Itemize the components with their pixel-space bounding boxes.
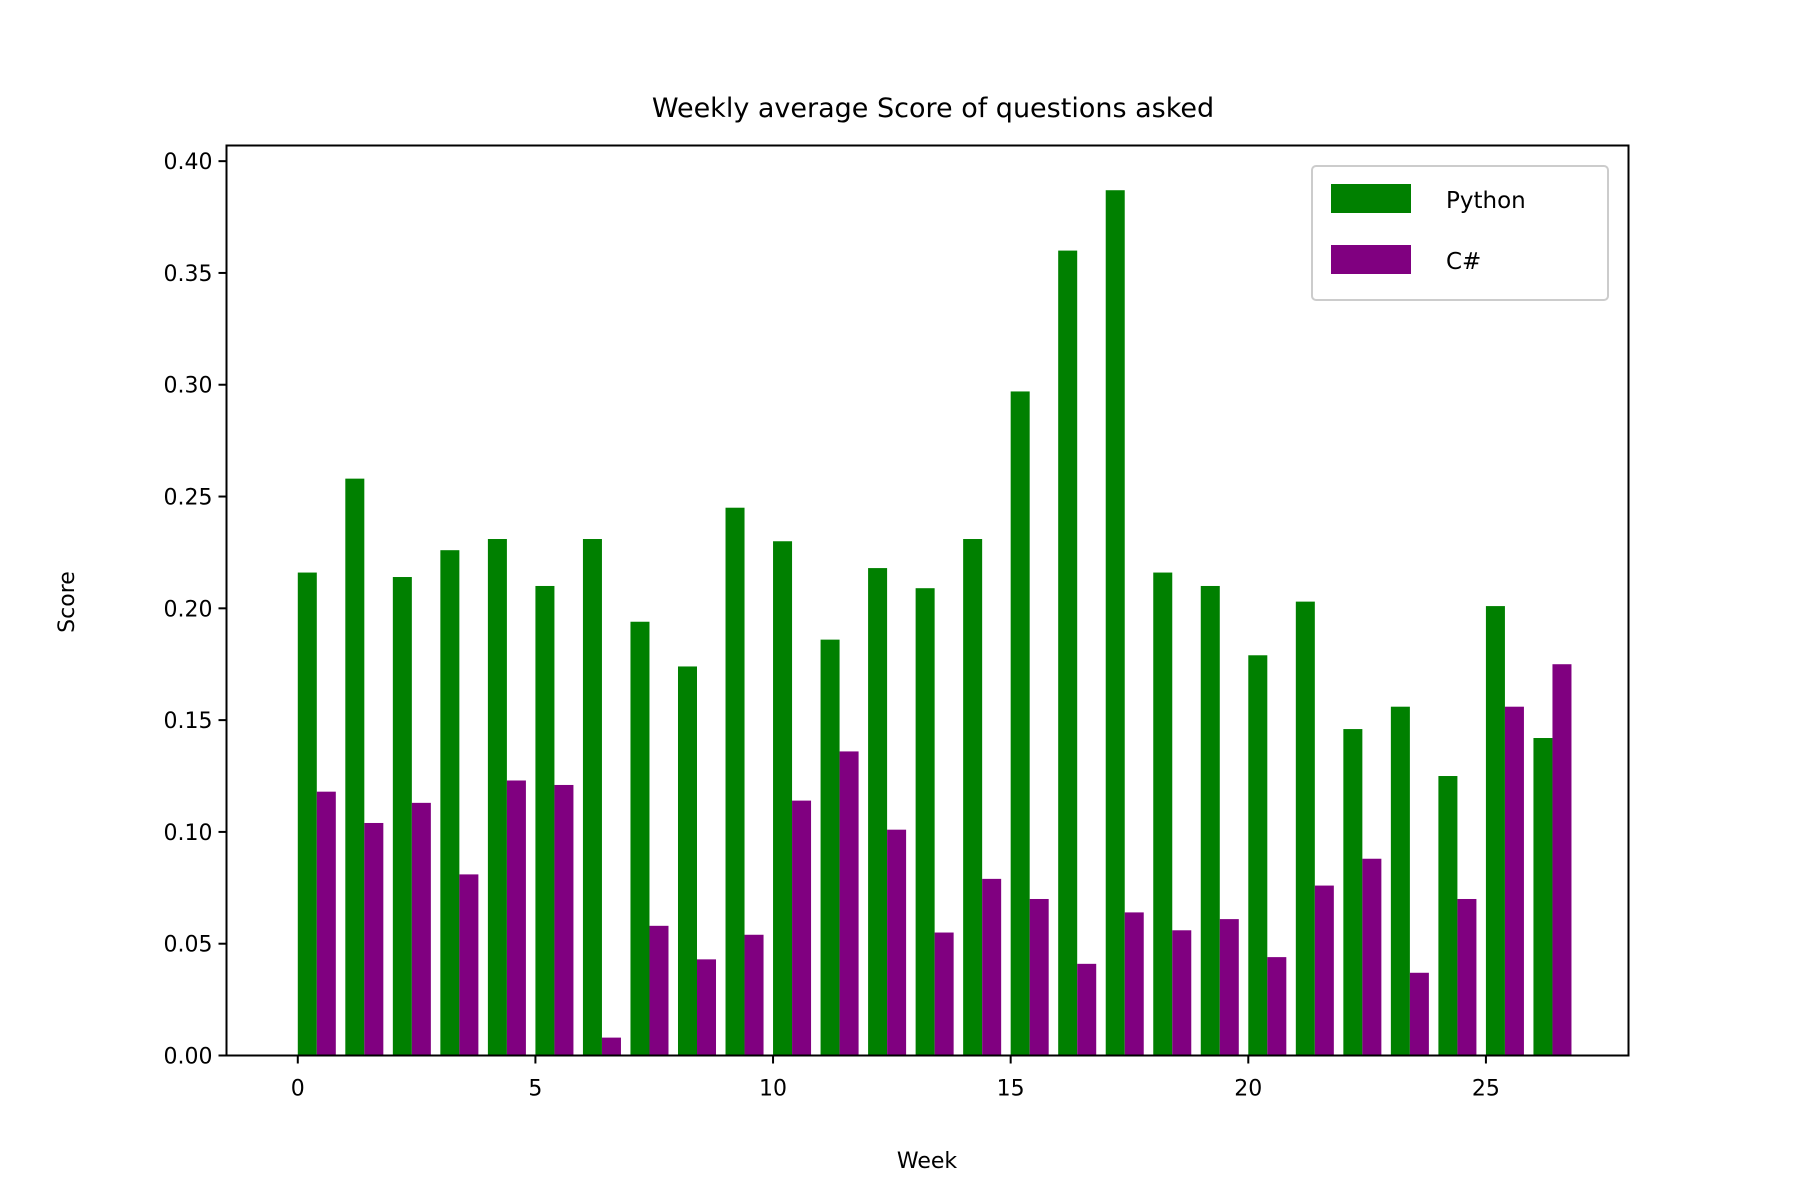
bar-csharp-week-19 <box>1219 919 1239 1056</box>
bar-python-week-16 <box>1058 250 1078 1056</box>
legend-swatch-csharp <box>1331 245 1411 274</box>
y-axis-label: Score <box>55 571 80 633</box>
bar-csharp-week-11 <box>839 751 859 1056</box>
bar-csharp-week-18 <box>1172 930 1192 1056</box>
bar-csharp-week-0 <box>316 791 336 1056</box>
legend: Python C# <box>1311 165 1609 301</box>
bar-csharp-week-21 <box>1314 885 1334 1056</box>
y-tick-label: 0.30 <box>164 374 213 399</box>
x-tick-label: 15 <box>997 1077 1025 1102</box>
bar-python-week-9 <box>725 507 745 1056</box>
bar-csharp-week-14 <box>982 878 1002 1056</box>
bar-csharp-week-15 <box>1029 898 1049 1056</box>
bar-python-week-14 <box>963 539 983 1056</box>
bar-csharp-week-22 <box>1362 858 1382 1056</box>
bar-csharp-week-17 <box>1124 912 1144 1056</box>
bar-python-week-12 <box>868 568 888 1056</box>
x-axis-ticks: 0 5 10 15 20 25 <box>291 1055 1500 1102</box>
bar-csharp-week-2 <box>411 802 431 1056</box>
y-tick-label: 0.40 <box>164 150 213 175</box>
bar-csharp-week-6 <box>601 1037 621 1056</box>
bar-python-week-3 <box>440 550 460 1056</box>
y-tick-label: 0.00 <box>164 1045 213 1070</box>
bar-python-week-6 <box>582 539 602 1056</box>
bar-python-week-7 <box>630 621 650 1056</box>
bar-csharp-week-23 <box>1409 972 1429 1056</box>
bar-python-week-8 <box>677 666 697 1056</box>
bar-csharp-week-25 <box>1504 706 1524 1056</box>
bar-csharp-week-1 <box>364 822 384 1056</box>
bar-python-week-19 <box>1200 585 1220 1056</box>
bar-python-week-5 <box>535 585 555 1056</box>
bar-csharp-week-10 <box>792 800 812 1056</box>
bar-python-week-4 <box>487 539 507 1056</box>
chart-title: Weekly average Score of questions asked <box>652 93 1214 124</box>
bar-csharp-week-5 <box>554 784 574 1056</box>
bars-group <box>297 190 1572 1056</box>
y-tick-label: 0.25 <box>164 486 213 511</box>
bar-csharp-week-20 <box>1267 957 1287 1056</box>
x-tick-label: 5 <box>528 1077 542 1102</box>
y-tick-label: 0.20 <box>164 597 213 622</box>
legend-label-python: Python <box>1446 188 1526 214</box>
y-axis-ticks: 0.00 0.05 0.10 0.15 0.20 0.25 0.30 0.35 0.40 <box>164 150 227 1070</box>
bar-csharp-week-24 <box>1457 898 1477 1056</box>
y-tick-label: 0.10 <box>164 821 213 846</box>
x-tick-label: 25 <box>1472 1077 1500 1102</box>
bar-csharp-week-3 <box>459 874 479 1056</box>
bar-python-week-17 <box>1105 190 1125 1056</box>
bar-python-week-11 <box>820 639 840 1056</box>
bar-csharp-week-9 <box>744 934 764 1056</box>
y-tick-label: 0.05 <box>164 933 213 958</box>
x-tick-label: 0 <box>291 1077 305 1102</box>
bar-csharp-week-4 <box>506 780 526 1056</box>
bar-python-week-2 <box>392 577 412 1056</box>
legend-swatch-python <box>1331 184 1411 213</box>
bar-python-week-1 <box>345 478 365 1056</box>
y-tick-label: 0.35 <box>164 262 213 287</box>
bar-python-week-23 <box>1390 706 1410 1056</box>
bar-python-week-25 <box>1485 606 1505 1056</box>
bar-python-week-24 <box>1438 776 1458 1056</box>
bar-csharp-week-26 <box>1552 664 1572 1056</box>
bar-csharp-week-7 <box>649 925 669 1056</box>
bar-python-week-13 <box>915 588 935 1056</box>
x-axis-label: Week <box>897 1149 958 1174</box>
bar-csharp-week-8 <box>697 959 717 1056</box>
bar-python-week-21 <box>1295 601 1315 1056</box>
y-tick-label: 0.15 <box>164 709 213 734</box>
x-tick-label: 10 <box>759 1077 787 1102</box>
bar-python-week-15 <box>1010 391 1030 1056</box>
bar-python-week-0 <box>297 572 317 1056</box>
bar-csharp-week-13 <box>934 932 954 1056</box>
bar-python-week-26 <box>1533 738 1553 1056</box>
bar-csharp-week-16 <box>1077 963 1097 1056</box>
x-tick-label: 20 <box>1234 1077 1262 1102</box>
plot-frame <box>225 144 1630 1057</box>
bar-python-week-10 <box>773 541 793 1056</box>
bar-python-week-22 <box>1343 729 1363 1056</box>
bar-python-week-18 <box>1153 572 1173 1056</box>
bar-python-week-20 <box>1248 655 1268 1056</box>
legend-label-csharp: C# <box>1446 249 1481 275</box>
bar-csharp-week-12 <box>887 829 907 1056</box>
